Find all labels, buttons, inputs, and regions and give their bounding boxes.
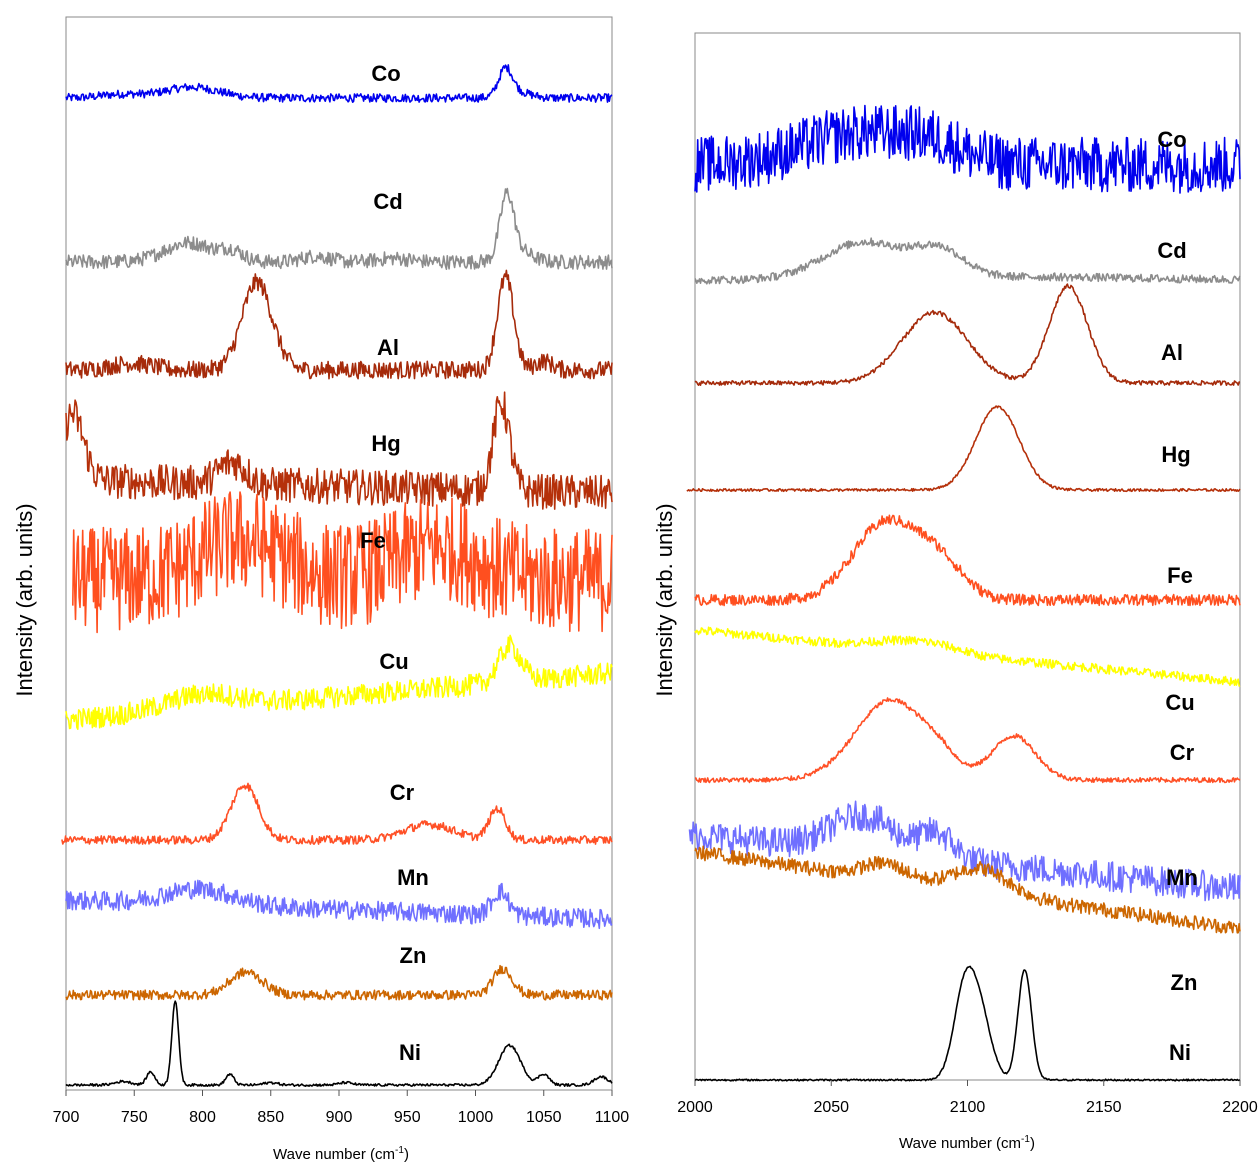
x-tick-label: 1000 [458,1109,494,1126]
series-line-al [694,283,1241,387]
series-label-fe: Fe [360,528,386,553]
series-label-mn: Mn [1166,865,1198,890]
x-tick-label: 1050 [526,1109,562,1126]
right-x-axis-label: Wave number (cm-1) [899,1134,1035,1152]
x-tick-label: 2000 [677,1099,713,1116]
series-line-mn [65,879,613,930]
left-traces [61,64,613,1087]
series-label-co: Co [371,61,400,86]
series-line-ni [694,965,1241,1082]
x-tick-label: 2150 [1086,1099,1122,1116]
series-line-mn [688,800,1241,902]
x-tick-label: 2200 [1222,1099,1258,1116]
series-label-cd: Cd [373,189,402,214]
left-panel: 700 750 800 850 900 950 1000 1050 1100 Co Cd Al Hg F… [12,16,630,1163]
x-tick-label: 750 [121,1109,148,1126]
series-line-cu [65,634,613,731]
series-line-hg [65,391,613,510]
series-line-fe [694,514,1241,607]
series-line-ni [65,1000,613,1087]
x-tick-label: 2100 [950,1099,986,1116]
series-line-cr [61,782,613,846]
series-label-hg: Hg [371,431,400,456]
series-line-cd [65,187,613,271]
left-y-axis-label: Intensity (arb. units) [12,503,37,696]
x-tick-label: 700 [53,1109,80,1126]
series-label-cr: Cr [1170,740,1195,765]
x-tick-label: 1100 [595,1109,630,1126]
right-plot-frame [694,32,1241,1081]
series-line-co [65,64,613,103]
x-tick-label: 2050 [813,1099,849,1116]
series-label-cu: Cu [1165,690,1194,715]
series-line-hg [686,405,1241,493]
series-line-zn [694,845,1241,934]
series-label-fe: Fe [1167,563,1193,588]
series-label-cd: Cd [1157,238,1186,263]
series-line-fe [72,491,613,634]
series-label-al: Al [377,335,399,360]
series-label-hg: Hg [1161,442,1190,467]
series-label-zn: Zn [400,943,427,968]
x-tick-label: 900 [326,1109,353,1126]
series-label-cu: Cu [379,649,408,674]
left-x-axis: 700 750 800 850 900 950 1000 1050 1100 [53,1090,630,1126]
series-line-zn [65,964,613,1001]
series-label-zn: Zn [1171,970,1198,995]
left-x-axis-label: Wave number (cm-1) [273,1145,409,1163]
series-line-cr [694,697,1241,784]
series-label-ni: Ni [399,1040,421,1065]
left-series-labels: Co Cd Al Hg Fe Cu Cr Mn Zn Ni [360,61,429,1065]
series-label-co: Co [1157,127,1186,152]
series-line-co [694,104,1241,194]
right-y-axis-label: Intensity (arb. units) [652,503,677,696]
series-label-mn: Mn [397,865,429,890]
series-line-cd [694,237,1241,285]
right-x-axis: 2000 2050 2100 2150 2200 [677,1080,1258,1116]
x-tick-label: 950 [394,1109,421,1126]
series-label-cr: Cr [390,780,415,805]
series-label-ni: Ni [1169,1040,1191,1065]
right-panel: 2000 2050 2100 2150 2200 Co Cd Al Hg Fe Cu Cr Mn Zn N… [652,32,1258,1152]
right-series-labels: Co Cd Al Hg Fe Cu Cr Mn Zn Ni [1157,127,1198,1065]
right-traces [686,104,1241,1082]
series-line-cu [694,626,1241,687]
x-tick-label: 800 [189,1109,216,1126]
series-line-al [65,269,613,380]
series-label-al: Al [1161,340,1183,365]
x-tick-label: 850 [257,1109,284,1126]
